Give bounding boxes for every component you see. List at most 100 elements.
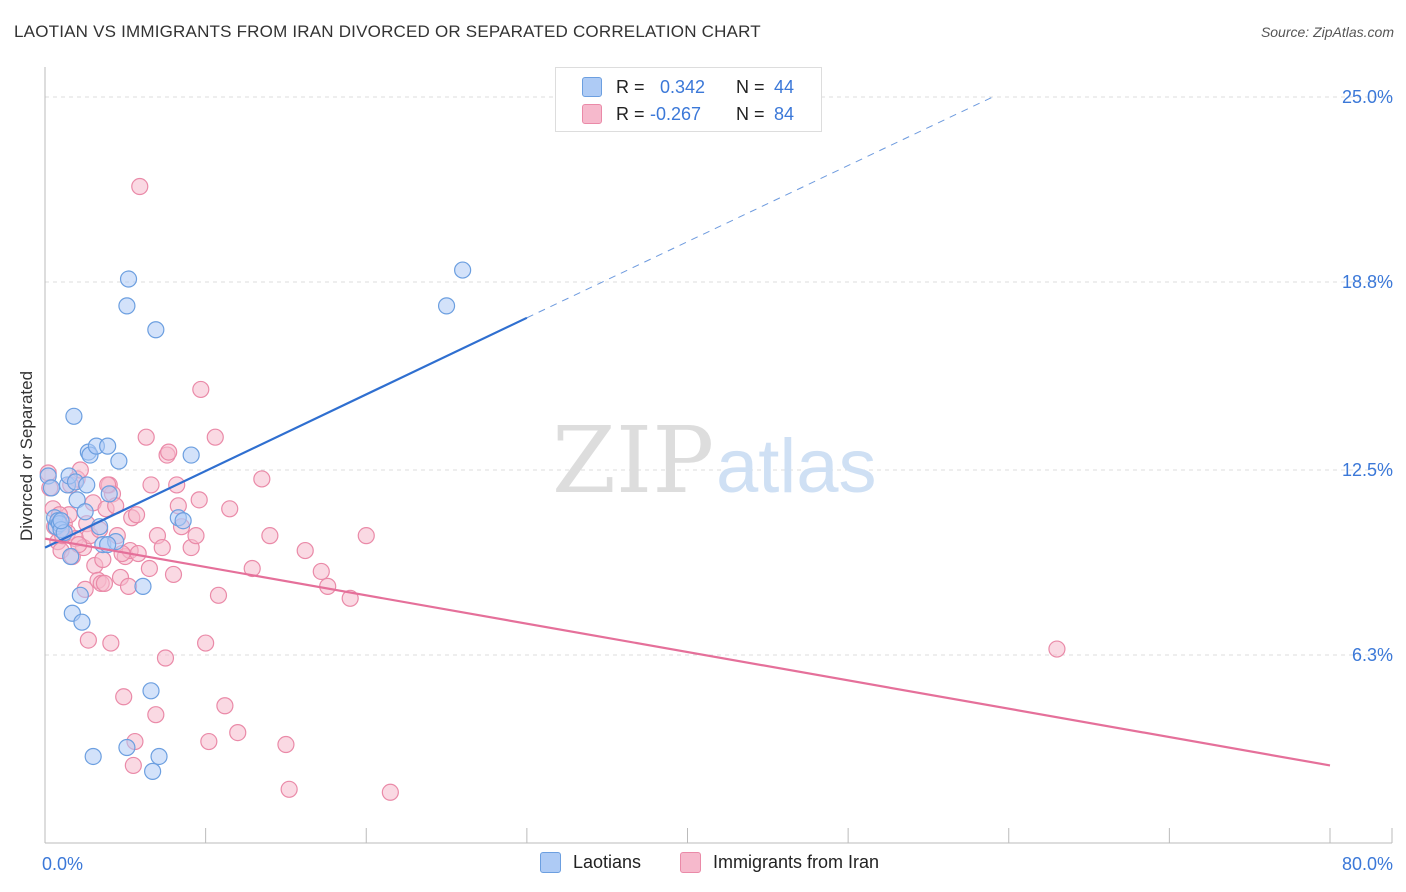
laotian-point (78, 476, 96, 494)
watermark-atlas: atlas (716, 424, 877, 509)
iran-point (127, 506, 146, 524)
iran-point (277, 735, 295, 754)
laotian-point (142, 682, 160, 700)
iran-point (115, 688, 133, 706)
gridlines (45, 96, 1392, 656)
iran-point (357, 527, 375, 545)
legend-r-value: 0.342 (660, 76, 706, 97)
iran-point (192, 380, 210, 399)
iran-point (124, 756, 142, 775)
iran-point (190, 491, 208, 509)
laotian-points (39, 261, 472, 780)
bottom-legend-laotians: Laotians (540, 852, 641, 873)
iran-point (319, 577, 337, 595)
legend-n-label: N = (736, 103, 765, 124)
iran-point (229, 723, 247, 742)
laotian-point (71, 586, 89, 604)
laotian-point (76, 503, 94, 521)
iran-point (296, 541, 314, 560)
iran-point (216, 697, 234, 715)
iran-swatch (582, 104, 602, 124)
laotians-legend-swatch (540, 852, 561, 873)
iran-point (200, 732, 218, 751)
laotian-point (62, 547, 80, 566)
iran-point (164, 565, 183, 584)
iran-point (197, 634, 215, 652)
iran-point (94, 550, 112, 569)
legend-row-laotians: R = 0.342 N = 44 (582, 76, 794, 98)
iran-point (221, 500, 239, 518)
correlation-legend: R = 0.342 N = 44 R = -0.267 N = 84 (555, 67, 822, 132)
laotian-point (68, 491, 86, 509)
iran-point (312, 562, 330, 581)
laotian-point (150, 747, 168, 766)
laotian-point (437, 297, 456, 315)
iran-point (142, 476, 160, 494)
legend-r-label: R = (616, 103, 645, 124)
laotian-point (147, 321, 165, 339)
iran-point (209, 586, 228, 604)
iran-legend-label: Immigrants from Iran (713, 852, 880, 872)
tick-labels: 6.3% 12.5% 18.8% 25.0% 0.0% 80.0% (42, 87, 1393, 874)
laotian-point (182, 446, 200, 464)
laotians-swatch (582, 77, 602, 97)
bottom-legend-iran: Immigrants from Iran (680, 852, 879, 873)
legend-n-label: N = (736, 76, 765, 97)
laotian-point (100, 485, 118, 503)
axes (44, 67, 1393, 844)
iran-point (160, 443, 178, 461)
watermark: ZIP atlas (552, 407, 877, 514)
laotian-trend-line (44, 316, 528, 549)
iran-point (119, 577, 138, 595)
source-label: Source: ZipAtlas.com (1260, 24, 1394, 40)
iran-legend-swatch (680, 852, 701, 873)
iran-point (137, 428, 155, 446)
iran-point (140, 559, 159, 578)
iran-point (187, 527, 205, 545)
y-tick-label: 25.0% (1342, 87, 1393, 107)
laotian-point (454, 261, 472, 279)
laotian-trend-extension (526, 96, 993, 319)
iran-point (95, 574, 114, 592)
laotian-point (73, 613, 91, 631)
x-tick-label: 0.0% (42, 854, 83, 874)
laotian-point (84, 747, 102, 766)
laotians-legend-label: Laotians (573, 852, 642, 872)
laotian-point (144, 762, 162, 780)
laotian-point (65, 407, 83, 425)
laotian-point (119, 270, 138, 288)
iran-point (156, 649, 175, 667)
iran-point (253, 470, 271, 488)
laotian-point (118, 738, 136, 757)
laotian-point (52, 512, 70, 530)
iran-point (153, 538, 171, 557)
laotian-point (42, 479, 61, 497)
iran-point (381, 783, 399, 801)
legend-r-label: R = (616, 76, 645, 97)
y-tick-label: 18.8% (1342, 272, 1393, 292)
laotian-point (134, 577, 152, 595)
legend-r-value: -0.267 (650, 103, 702, 124)
x-tick-label: 80.0% (1342, 854, 1393, 874)
iran-point (243, 559, 261, 578)
laotian-point (118, 297, 136, 315)
legend-n-value: 44 (774, 76, 795, 97)
iran-point (261, 527, 279, 545)
chart-title: LAOTIAN VS IMMIGRANTS FROM IRAN DIVORCED… (14, 22, 761, 41)
y-tick-label: 12.5% (1342, 460, 1393, 480)
legend-row-iran: R = -0.267 N = 84 (582, 103, 794, 125)
iran-point (206, 428, 224, 446)
iran-point (280, 780, 298, 798)
iran-trend-line (44, 537, 1331, 767)
y-tick-label: 6.3% (1352, 645, 1393, 665)
laotian-point (110, 452, 128, 470)
y-axis-label: Divorced or Separated (17, 371, 36, 541)
trend-lines (44, 96, 1331, 767)
watermark-zip: ZIP (552, 407, 714, 514)
laotian-point (99, 437, 117, 455)
iran-point (1048, 640, 1066, 658)
iran-point (79, 631, 97, 649)
iran-point (131, 177, 149, 196)
iran-point (147, 706, 165, 724)
